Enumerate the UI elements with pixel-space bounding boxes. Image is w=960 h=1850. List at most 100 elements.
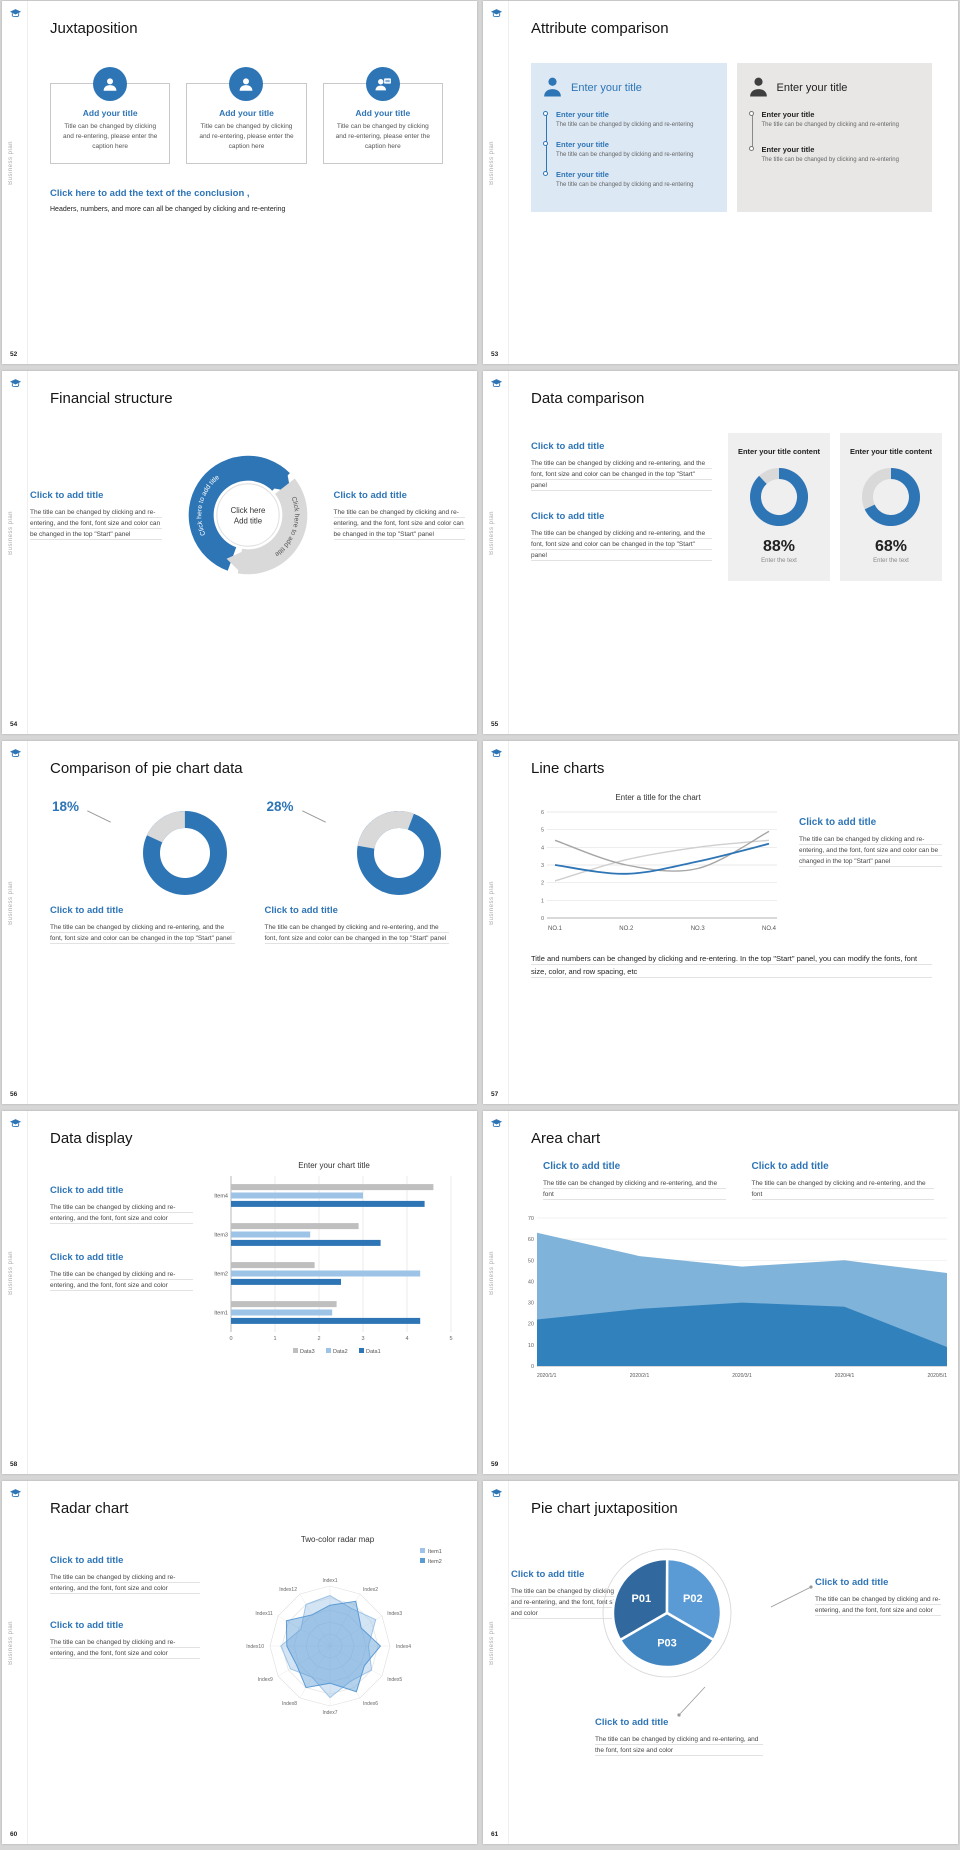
stat-card: Enter your title content 88% Enter the t…: [728, 433, 830, 581]
slide-body: Data comparison Click to add title The t…: [509, 371, 958, 734]
slide-59-area-chart[interactable]: Business plan 59 Area chart Click to add…: [483, 1111, 958, 1474]
svg-text:Item1: Item1: [428, 1549, 442, 1555]
slide-57-line-charts[interactable]: Business plan 57 Line charts Enter a tit…: [483, 741, 958, 1104]
logo-icon: [490, 378, 503, 391]
timeline-item: Enter your title The title can be change…: [543, 140, 715, 160]
svg-text:P03: P03: [657, 1638, 677, 1650]
callout-bottom: Click to add title The title can be chan…: [595, 1717, 763, 1756]
sidebar-vertical-label: Business plan: [489, 881, 495, 925]
area-chart-svg: 0 10 20 30 40 50 60 70 2020/1/1 2020/2/1 2020/3/1 2…: [528, 1216, 948, 1379]
sidebar-vertical-label: Business plan: [8, 141, 14, 185]
block-heading: Click to add title: [799, 817, 877, 828]
timeline-item: Enter your title The title can be change…: [543, 110, 715, 130]
card-caption: Title can be changed by clicking and re-…: [199, 123, 294, 150]
svg-text:2020/1/1: 2020/1/1: [537, 1373, 557, 1379]
svg-text:Index2: Index2: [363, 1587, 378, 1593]
block-body: The title can be changed by clicking and…: [531, 458, 712, 491]
block-heading: Click to add title: [543, 1161, 621, 1172]
slide-53-attribute-comparison[interactable]: Business plan 53 Attribute comparison En…: [483, 1, 958, 364]
svg-text:Data3: Data3: [300, 1349, 315, 1355]
donut-chart: [862, 467, 920, 528]
block-heading: Click to add title: [50, 1555, 124, 1566]
svg-text:NO.1: NO.1: [548, 926, 563, 932]
svg-text:1: 1: [541, 898, 544, 904]
block-body: The title can be changed by clicking and…: [264, 922, 449, 944]
svg-text:Item2: Item2: [428, 1559, 442, 1565]
slide-54-financial-structure[interactable]: Business plan 54 Financial structure Cli…: [2, 371, 477, 734]
svg-text:0: 0: [229, 1336, 232, 1342]
slide-body: Data display Click to add title The titl…: [28, 1111, 477, 1474]
slide-60-radar-chart[interactable]: Business plan 60 Radar chart Click to ad…: [2, 1481, 477, 1844]
item-body: The title can be changed by clicking and…: [556, 182, 694, 188]
slide-58-data-display[interactable]: Business plan 58 Data display Click to a…: [2, 1111, 477, 1474]
svg-text:2020/4/1: 2020/4/1: [835, 1373, 855, 1379]
slide-body: Radar chart Click to add title The title…: [28, 1481, 477, 1844]
radar-chart: Index1 Index2 Index3 Index4 Index5 Index6 Inde…: [206, 1546, 469, 1740]
feature-card: Add your title Title can be changed by c…: [186, 67, 307, 165]
logo-icon: [9, 748, 22, 761]
svg-text:5: 5: [449, 1336, 452, 1342]
svg-text:3: 3: [361, 1336, 364, 1342]
svg-text:2020/5/1: 2020/5/1: [928, 1373, 948, 1379]
callout-line: [301, 810, 326, 823]
svg-text:2: 2: [541, 881, 544, 887]
logo-icon: [9, 1488, 22, 1501]
person-icon: [543, 76, 562, 99]
timeline-line: [751, 114, 753, 149]
callout-left: Click to add title The title can be chan…: [511, 1569, 625, 1619]
item-title: Enter your title: [556, 140, 609, 149]
timeline-dot-icon: [543, 141, 548, 146]
pie-chart-svg: P01 P02 P03: [602, 1548, 732, 1678]
svg-text:0: 0: [541, 916, 544, 922]
callout-body: The title can be changed by clicking and…: [595, 1734, 763, 1756]
slide-title: Attribute comparison: [531, 20, 669, 37]
percent-value: 88%: [762, 537, 796, 555]
block-heading: Click to add title: [264, 905, 338, 916]
text-block: Click to add title The title can be chan…: [50, 1620, 200, 1659]
slide-title: Radar chart: [50, 1500, 129, 1517]
callout-body: The title can be changed by clicking and…: [815, 1594, 941, 1616]
sidebar-divider: [508, 1, 509, 364]
svg-text:Item2: Item2: [214, 1272, 228, 1278]
donut-chart: [357, 811, 441, 897]
donut-chart: [142, 811, 227, 897]
text-block-right: Click to add title The title can be chan…: [333, 490, 465, 540]
slide-55-data-comparison[interactable]: Business plan 55 Data comparison Click t…: [483, 371, 958, 734]
sidebar-vertical-label: Business plan: [8, 511, 14, 555]
svg-text:Data2: Data2: [333, 1349, 348, 1355]
slide-title: Comparison of pie chart data: [50, 760, 243, 777]
slide-body: Financial structure Click to add title T…: [28, 371, 477, 734]
logo-icon: [490, 8, 503, 21]
sidebar-divider: [27, 1481, 28, 1844]
text-block: Click to add title The title can be chan…: [543, 1161, 726, 1200]
block-body: The title can be changed by clicking and…: [50, 922, 235, 944]
item-title: Enter your title: [761, 110, 815, 119]
logo-icon: [490, 1118, 503, 1131]
conclusion-body: Headers, numbers, and more can all be ch…: [50, 206, 286, 214]
slide-61-pie-juxtaposition[interactable]: Business plan 61 Pie chart juxtaposition…: [483, 1481, 958, 1844]
svg-text:NO.2: NO.2: [619, 926, 634, 932]
block-heading: Click to add title: [751, 1161, 829, 1172]
timeline-item: Enter your title The title can be change…: [748, 145, 921, 165]
svg-text:70: 70: [528, 1216, 534, 1222]
item-title: Enter your title: [556, 110, 609, 119]
sidebar-divider: [27, 741, 28, 1104]
page-number: 57: [491, 1091, 499, 1098]
slide-52-juxtaposition[interactable]: Business plan 52 Juxtaposition Add your …: [2, 1, 477, 364]
slide-title: Line charts: [531, 760, 605, 777]
donut-percent-label: 18%: [52, 799, 80, 814]
slide-title: Area chart: [531, 1130, 601, 1147]
block-body: The title can be changed by clicking and…: [751, 1178, 934, 1200]
conclusion-title: Click here to add the text of the conclu…: [50, 188, 250, 200]
donut-chart-svg: [142, 811, 227, 895]
chart-title: Two-color radar map: [300, 1535, 375, 1544]
comparison-panel-right: Enter your title Enter your title The ti…: [736, 63, 932, 212]
svg-text:4: 4: [541, 845, 544, 851]
chart-area: Enter your chart title 0 1 2 3 4 5 Item1 Item2 I…: [203, 1161, 465, 1358]
slide-title: Pie chart juxtaposition: [531, 1500, 678, 1517]
pie-chart: P01 P02 P03: [597, 1543, 737, 1685]
donut-group: 18% Click to add title The title can be …: [50, 799, 235, 944]
slide-56-pie-comparison[interactable]: Business plan 56 Comparison of pie chart…: [2, 741, 477, 1104]
text-block: Click to add title The title can be chan…: [751, 1161, 934, 1200]
slide-body: Line charts Enter a title for the chart …: [509, 741, 958, 1104]
